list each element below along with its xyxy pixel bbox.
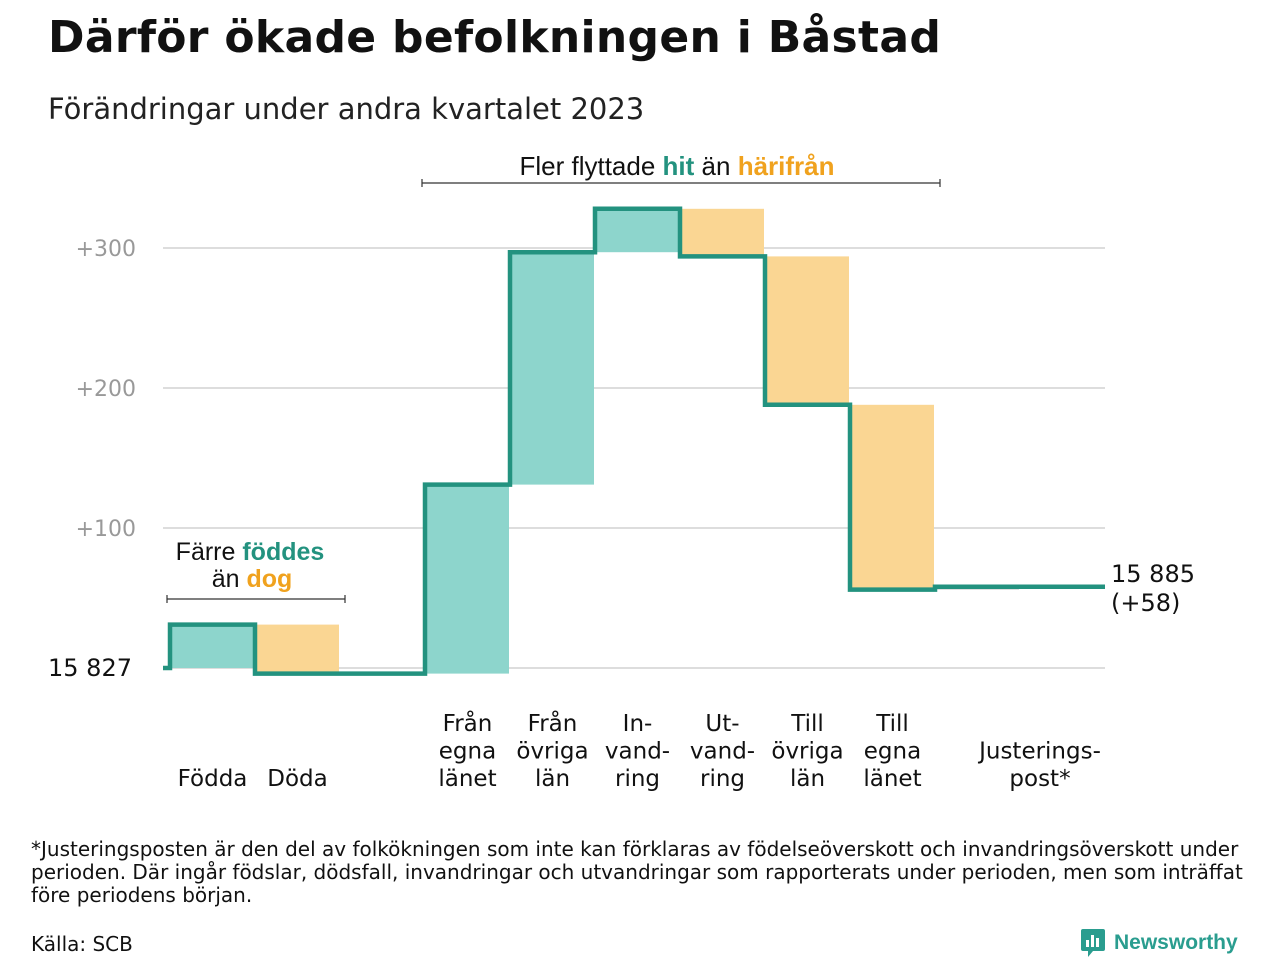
x-tick-label: Döda: [267, 766, 327, 792]
waterfall-bar: [170, 624, 254, 668]
cumulative-step-line: [163, 206, 1105, 676]
waterfall-bar: [595, 208, 679, 253]
brand-name: Newsworthy: [1114, 931, 1238, 954]
x-tick-label: In-: [623, 711, 653, 737]
x-tick-label: Justerings-: [977, 739, 1101, 765]
end-change-label: (+58): [1111, 589, 1180, 617]
migration-annotation-text: Fler flyttade: [519, 151, 662, 181]
waterfall-bar: [510, 252, 594, 485]
x-tick-label: Från: [528, 709, 578, 737]
waterfall-bar: [425, 484, 509, 674]
births-annotation-highlight: dog: [246, 565, 292, 593]
x-tick-label: länet: [438, 766, 496, 792]
y-tick-label: +200: [76, 377, 136, 402]
source-label: Källa: SCB: [31, 932, 133, 956]
chart-title: Därför ökade befolkningen i Båstad: [48, 12, 942, 63]
migration-annotation-highlight: härifrån: [738, 151, 835, 181]
x-tick-label: län: [790, 766, 825, 792]
x-tick-label: ring: [615, 766, 660, 792]
x-tick-label: egna: [864, 739, 921, 765]
y-tick-label: +300: [76, 237, 136, 262]
x-tick-label: vand-: [690, 739, 755, 765]
waterfall-chart: +100 +200 +300 15 827 15 885(+58) Födda Döda Fr…: [48, 151, 1195, 792]
y-tick-label: +100: [76, 517, 136, 542]
x-tick-label: ring: [700, 766, 745, 792]
x-tick-label: Till: [790, 711, 824, 737]
migration-annotation-highlight: hit: [663, 151, 695, 181]
brand-logo[interactable]: Newsworthy: [1080, 928, 1238, 958]
end-value-label: 15 885: [1111, 560, 1195, 588]
x-tick-label: Från: [443, 709, 493, 737]
x-tick-label: övriga: [516, 739, 588, 765]
x-tick-label: Födda: [178, 766, 248, 792]
births-annotation-line2: än dog: [212, 565, 293, 593]
waterfall-bar: [680, 208, 764, 257]
chart-subtitle: Förändringar under andra kvartalet 2023: [48, 92, 645, 126]
waterfall-bar: [765, 256, 849, 405]
births-annotation-text: än: [212, 565, 247, 593]
waterfall-bar: [255, 624, 339, 674]
migration-annotation-text: än: [694, 151, 737, 181]
x-tick-label: länet: [863, 766, 921, 792]
x-tick-label: egna: [439, 739, 496, 765]
start-value-label: 15 827: [48, 654, 132, 682]
x-tick-label: vand-: [605, 739, 670, 765]
x-tick-label: Till: [875, 711, 909, 737]
waterfall-bar: [850, 404, 934, 590]
footnote: *Justeringsposten är den del av folkökni…: [31, 837, 1243, 907]
x-tick-label: post*: [1009, 766, 1070, 792]
x-tick-label: Ut-: [705, 711, 739, 737]
births-annotation-text: Färre: [176, 538, 243, 566]
births-annotation-line1: Färre föddes: [176, 538, 325, 566]
x-tick-label: län: [535, 766, 570, 792]
migration-annotation: Fler flyttade hit än härifrån: [519, 151, 834, 181]
x-tick-label: övriga: [771, 739, 843, 765]
births-annotation-highlight: föddes: [242, 538, 324, 566]
newsworthy-logo-icon: [1081, 929, 1105, 957]
